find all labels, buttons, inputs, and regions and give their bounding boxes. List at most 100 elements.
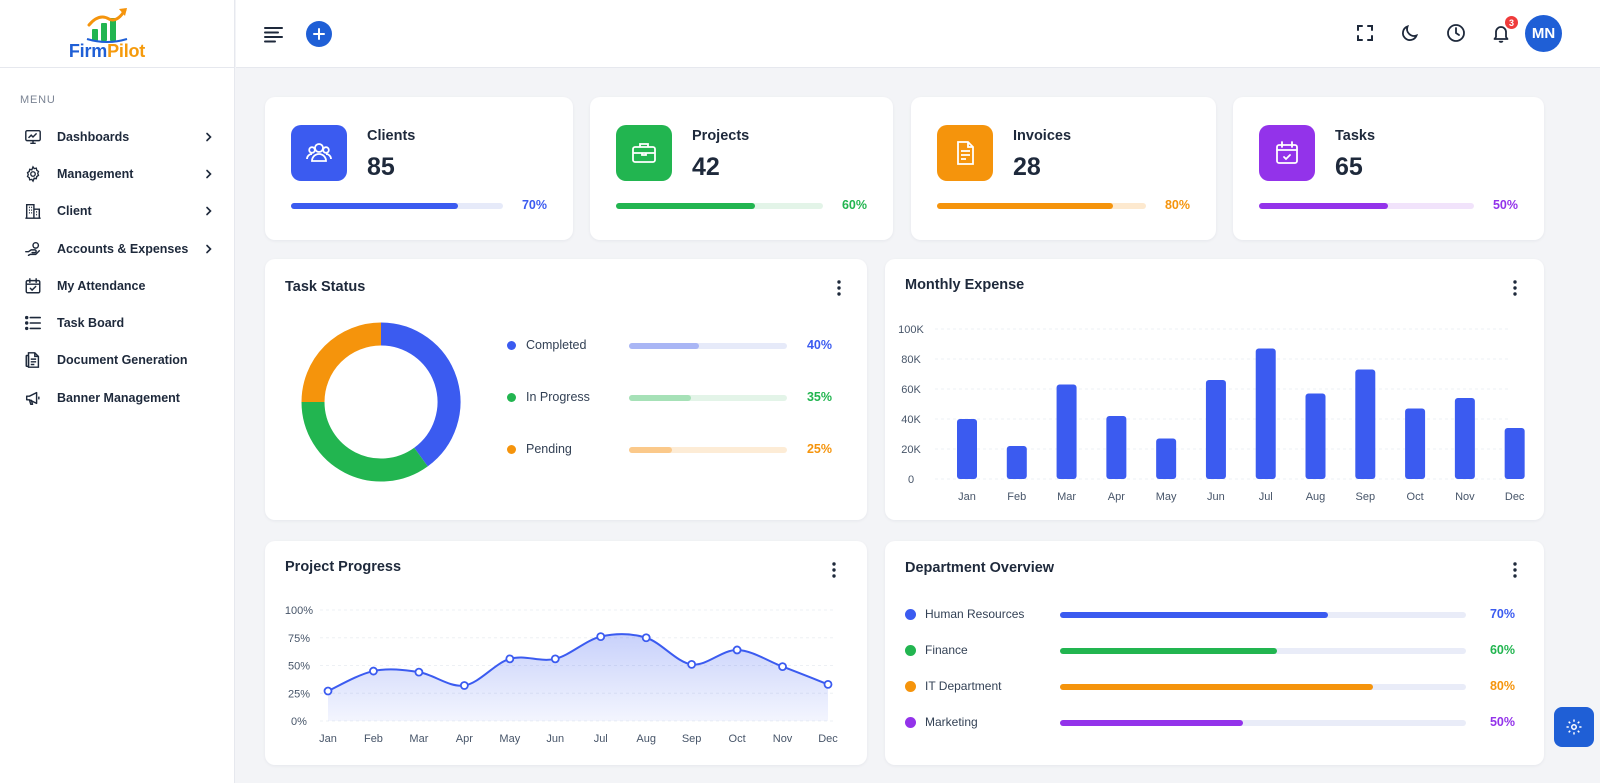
x-tick-label: Jan bbox=[319, 733, 337, 745]
list-icon bbox=[24, 314, 42, 332]
calendar-icon bbox=[1259, 125, 1315, 181]
monthly-expense-bar-chart: 0 20K 40K 60K 80K 100K Jan Feb Mar Apr May Jun Jul Au… bbox=[898, 324, 1525, 503]
sidebar-item-management[interactable]: Management bbox=[0, 155, 234, 192]
donut-slice-in-progress[interactable] bbox=[301, 401, 428, 482]
history-button[interactable] bbox=[1445, 22, 1467, 44]
x-tick-label: Feb bbox=[1007, 491, 1026, 503]
megaphone-icon bbox=[24, 389, 42, 407]
menu-section-title: MENU bbox=[20, 94, 56, 106]
stat-label: Projects bbox=[692, 128, 750, 144]
point-nov[interactable] bbox=[778, 662, 787, 672]
menu-icon bbox=[264, 27, 283, 43]
point-sep[interactable] bbox=[687, 659, 697, 669]
point-oct[interactable] bbox=[732, 645, 742, 655]
point-dec[interactable] bbox=[823, 679, 833, 689]
x-tick-label: May bbox=[499, 733, 520, 745]
settings-fab-button[interactable] bbox=[1554, 707, 1594, 747]
project-progress-area-chart: 0% 25% 50% 75% 100% Jan Feb Mar Apr May Jun Jul Aug S… bbox=[285, 605, 838, 745]
x-tick-label: Jan bbox=[958, 491, 976, 503]
department-row: IT Department bbox=[905, 679, 1001, 693]
bar-mar[interactable] bbox=[1056, 384, 1077, 480]
department-row: Human Resources bbox=[905, 607, 1024, 621]
sidebar-item-client[interactable]: Client bbox=[0, 193, 234, 230]
x-tick-label: Feb bbox=[364, 733, 383, 745]
stat-value: 42 bbox=[692, 153, 720, 181]
project-progress-menu-button[interactable] bbox=[827, 561, 841, 579]
bar-apr[interactable] bbox=[1106, 416, 1127, 479]
department-label: Marketing bbox=[925, 715, 978, 729]
y-tick-label: 20K bbox=[901, 444, 921, 456]
fullscreen-button[interactable] bbox=[1354, 22, 1376, 44]
point-jul[interactable] bbox=[596, 632, 606, 642]
point-apr[interactable] bbox=[459, 681, 469, 690]
legend-progress-track bbox=[629, 343, 787, 349]
sidebar-item-accounts-expenses[interactable]: Accounts & Expenses bbox=[0, 230, 234, 267]
sidebar-item-banner-management[interactable]: Banner Management bbox=[0, 379, 234, 416]
brand-logo[interactable]: FirmPilot bbox=[0, 0, 234, 68]
department-dot bbox=[905, 608, 916, 620]
x-tick-label: Dec bbox=[818, 733, 838, 745]
sidebar: FirmPilot MENU Dashboards Management Clien… bbox=[0, 0, 235, 783]
users-icon bbox=[291, 125, 347, 181]
y-tick-label: 100% bbox=[285, 605, 313, 617]
sidebar-item-task-board[interactable]: Task Board bbox=[0, 304, 234, 341]
task-status-title: Task Status bbox=[285, 279, 366, 295]
bar-jul[interactable] bbox=[1255, 348, 1276, 480]
project-progress-card: Project Progress 0% 25% 50% 75% 100% Jan Feb Ma… bbox=[265, 541, 867, 765]
menu-toggle-button[interactable] bbox=[264, 25, 284, 43]
bar-jun[interactable] bbox=[1205, 380, 1226, 479]
stat-percent: 60% bbox=[841, 198, 867, 212]
add-new-button[interactable] bbox=[306, 21, 332, 47]
bar-sep[interactable] bbox=[1355, 369, 1376, 480]
legend-dot bbox=[507, 444, 516, 454]
x-tick-label: Mar bbox=[409, 733, 428, 745]
legend-label: Pending bbox=[526, 442, 572, 456]
stat-progress-track bbox=[291, 203, 503, 209]
department-progress-track bbox=[1060, 684, 1466, 690]
stat-card-projects[interactable]: Projects 42 60% bbox=[590, 97, 893, 240]
point-feb[interactable] bbox=[369, 666, 378, 676]
bar-oct[interactable] bbox=[1405, 408, 1426, 480]
task-status-menu-button[interactable] bbox=[832, 279, 846, 297]
legend-percent: 25% bbox=[806, 442, 832, 456]
more-vertical-icon bbox=[832, 562, 836, 578]
user-avatar[interactable]: MN bbox=[1525, 15, 1562, 52]
stat-card-tasks[interactable]: Tasks 65 50% bbox=[1233, 97, 1544, 240]
legend-label: Completed bbox=[526, 338, 587, 352]
stat-progress-fill bbox=[937, 203, 1113, 209]
sidebar-item-document-generation[interactable]: Document Generation bbox=[0, 342, 234, 379]
department-overview-menu-button[interactable] bbox=[1508, 561, 1522, 579]
stat-progress-track bbox=[616, 203, 823, 209]
donut-slice-completed[interactable] bbox=[380, 322, 461, 467]
bell-icon bbox=[1493, 26, 1509, 43]
point-jun[interactable] bbox=[550, 654, 560, 664]
x-tick-label: Sep bbox=[1356, 491, 1376, 503]
stat-card-invoices[interactable]: Invoices 28 80% bbox=[911, 97, 1216, 240]
sidebar-item-label: Client bbox=[57, 204, 92, 219]
stat-percent: 70% bbox=[521, 198, 547, 212]
briefcase-icon bbox=[616, 125, 672, 181]
dark-mode-button[interactable] bbox=[1399, 22, 1421, 44]
bar-jan[interactable] bbox=[957, 419, 977, 479]
sidebar-item-my-attendance[interactable]: My Attendance bbox=[0, 267, 234, 304]
point-jan[interactable] bbox=[323, 686, 333, 696]
point-may[interactable] bbox=[505, 654, 515, 664]
bar-may[interactable] bbox=[1156, 438, 1177, 480]
department-row: Marketing bbox=[905, 715, 978, 729]
stat-card-clients[interactable]: Clients 85 70% bbox=[265, 97, 573, 240]
donut-slice-pending[interactable] bbox=[301, 322, 382, 403]
monthly-expense-menu-button[interactable] bbox=[1508, 279, 1522, 297]
sidebar-item-dashboards[interactable]: Dashboards bbox=[0, 118, 234, 155]
legend-dot bbox=[507, 340, 516, 350]
point-aug[interactable] bbox=[641, 633, 651, 643]
x-tick-label: Jun bbox=[546, 733, 564, 745]
bar-dec[interactable] bbox=[1504, 428, 1525, 479]
sidebar-item-label: Document Generation bbox=[57, 353, 188, 368]
bar-aug[interactable] bbox=[1305, 393, 1326, 480]
bar-nov[interactable] bbox=[1454, 398, 1475, 479]
notifications-button[interactable]: 3 bbox=[1490, 15, 1519, 44]
department-progress-fill bbox=[1060, 612, 1328, 618]
point-mar[interactable] bbox=[414, 667, 424, 677]
bar-feb[interactable] bbox=[1006, 446, 1027, 479]
x-tick-label: Aug bbox=[1306, 491, 1326, 503]
